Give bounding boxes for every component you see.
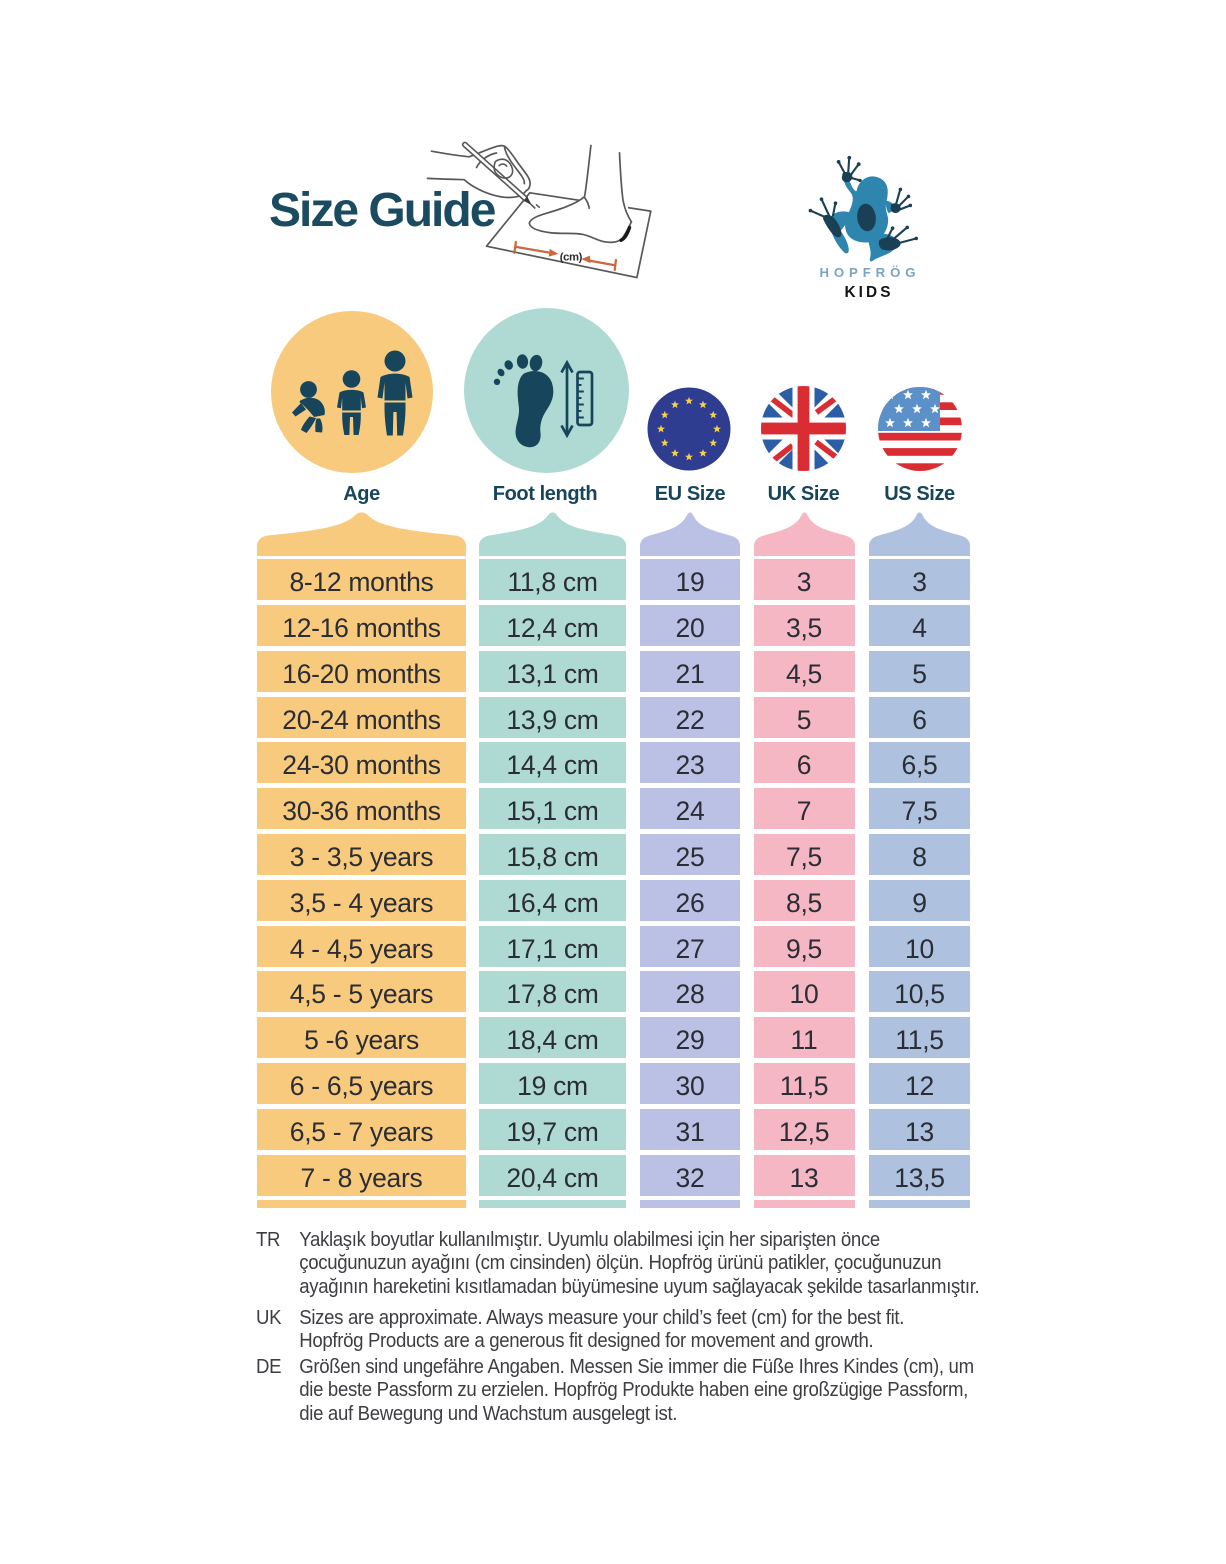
svg-text:(cm): (cm)	[560, 252, 583, 264]
